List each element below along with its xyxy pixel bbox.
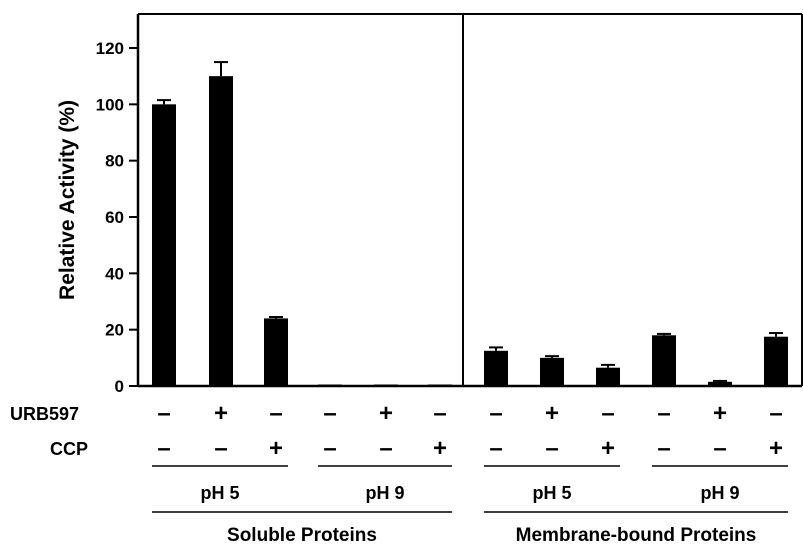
ccp-sign-label: –	[157, 435, 170, 462]
urb597-sign-label: +	[713, 400, 727, 427]
bar	[764, 336, 788, 386]
bar	[264, 318, 288, 386]
ccp-sign-label: –	[545, 435, 558, 462]
urb597-sign-label: +	[379, 400, 393, 427]
ccp-sign-label: –	[657, 435, 670, 462]
urb597-sign-label: +	[214, 400, 228, 427]
urb597-sign-label: +	[545, 400, 559, 427]
ccp-sign-label: +	[269, 435, 283, 462]
urb597-sign-label: –	[769, 400, 782, 427]
urb597-sign-label: –	[323, 400, 336, 427]
y-tick-label: 80	[105, 152, 124, 171]
bar	[540, 357, 564, 386]
ph-group-label: pH 9	[365, 483, 404, 503]
ccp-sign-label: +	[601, 435, 615, 462]
y-tick-label: 0	[115, 377, 124, 396]
bar	[484, 350, 508, 386]
ccp-sign-label: +	[433, 435, 447, 462]
urb597-sign-label: –	[657, 400, 670, 427]
ph-group-label: pH 5	[200, 483, 239, 503]
bar	[652, 335, 676, 386]
bar	[374, 384, 398, 386]
urb597-sign-label: –	[601, 400, 614, 427]
bar	[152, 104, 176, 386]
y-tick-label: 100	[96, 95, 124, 114]
urb597-sign-label: –	[489, 400, 502, 427]
bar	[428, 384, 452, 386]
ph-group-label: pH 9	[700, 483, 739, 503]
y-tick-label: 40	[105, 264, 124, 283]
y-tick-label: 120	[96, 39, 124, 58]
fraction-label: Membrane-bound Proteins	[516, 525, 757, 546]
urb597-sign-label: –	[433, 400, 446, 427]
ccp-sign-label: –	[214, 435, 227, 462]
y-tick-label: 20	[105, 321, 124, 340]
ccp-sign-label: –	[323, 435, 336, 462]
urb597-sign-label: –	[157, 400, 170, 427]
bar	[596, 367, 620, 386]
row-label-urb597: URB597	[10, 404, 79, 424]
ccp-sign-label: +	[769, 435, 783, 462]
ph-group-label: pH 5	[532, 483, 571, 503]
y-axis-label: Relative Activity (%)	[56, 100, 79, 300]
y-tick-label: 60	[105, 208, 124, 227]
bar	[318, 384, 342, 386]
bar	[708, 381, 732, 386]
bar	[209, 76, 233, 387]
fraction-label: Soluble Proteins	[227, 525, 377, 546]
ccp-sign-label: –	[379, 435, 392, 462]
ccp-sign-label: –	[713, 435, 726, 462]
row-label-ccp: CCP	[50, 439, 88, 459]
urb597-sign-label: –	[269, 400, 282, 427]
ccp-sign-label: –	[489, 435, 502, 462]
